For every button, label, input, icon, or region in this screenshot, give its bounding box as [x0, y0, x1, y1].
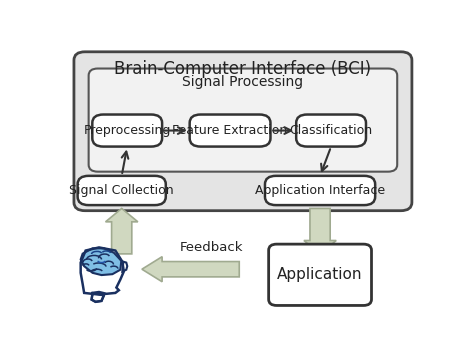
Text: Application: Application — [277, 267, 363, 282]
FancyBboxPatch shape — [92, 114, 162, 147]
FancyBboxPatch shape — [78, 176, 166, 205]
FancyBboxPatch shape — [89, 68, 397, 172]
FancyBboxPatch shape — [265, 176, 375, 205]
Text: Feedback: Feedback — [180, 241, 244, 254]
FancyBboxPatch shape — [296, 114, 366, 147]
Polygon shape — [81, 248, 121, 275]
Polygon shape — [142, 257, 239, 282]
Polygon shape — [91, 293, 104, 302]
FancyBboxPatch shape — [190, 114, 271, 147]
Polygon shape — [304, 209, 336, 254]
Text: Feature Extraction: Feature Extraction — [173, 124, 288, 137]
Text: Signal Processing: Signal Processing — [182, 76, 303, 89]
Text: Signal Collection: Signal Collection — [69, 184, 174, 197]
Polygon shape — [122, 262, 128, 272]
FancyBboxPatch shape — [74, 52, 412, 211]
FancyBboxPatch shape — [269, 244, 372, 306]
Text: Brain-Computer Interface (BCI): Brain-Computer Interface (BCI) — [114, 60, 372, 78]
Text: Preprocessing: Preprocessing — [83, 124, 171, 137]
Text: Application Interface: Application Interface — [255, 184, 385, 197]
Polygon shape — [106, 209, 138, 254]
Text: Classification: Classification — [290, 124, 373, 137]
Polygon shape — [81, 247, 124, 302]
